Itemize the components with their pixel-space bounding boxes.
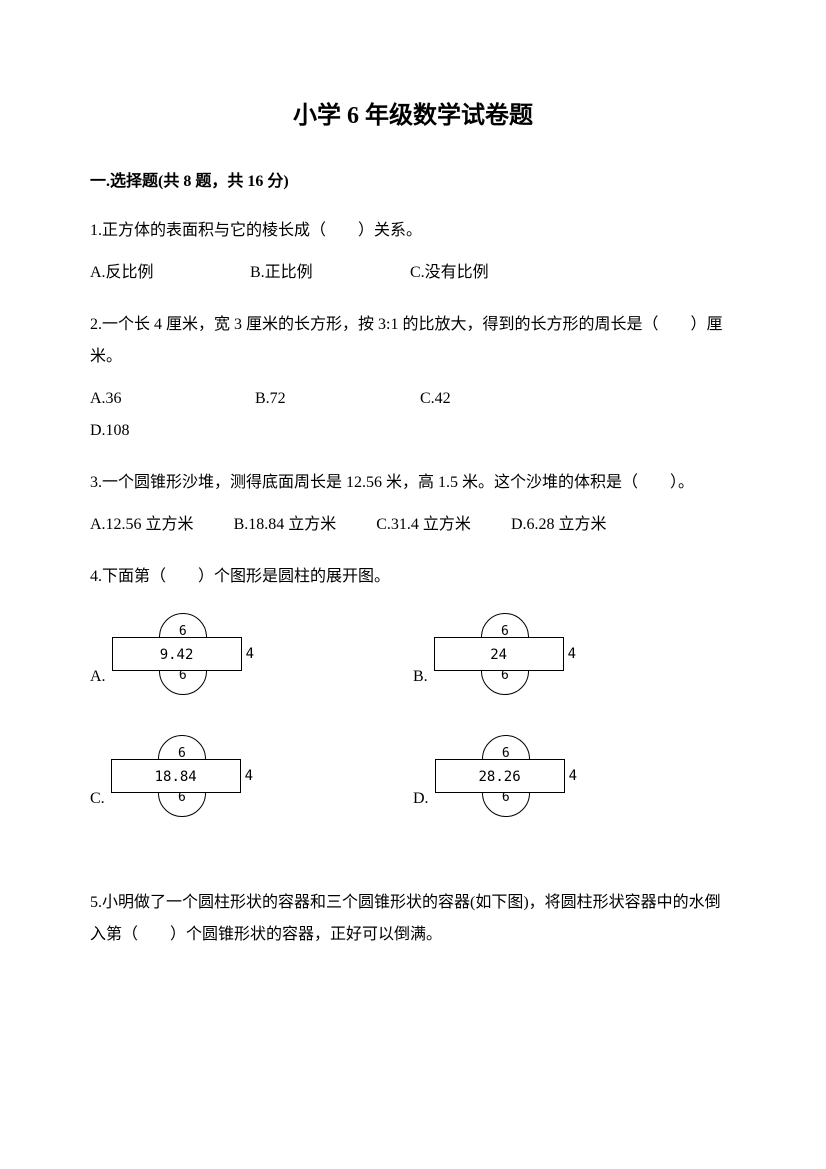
q4-diagram-a: A. 6 9.42 4 6 xyxy=(90,613,413,695)
q3-text: 3.一个圆锥形沙堆，测得底面周长是 12.56 米，高 1.5 米。这个沙堆的体… xyxy=(90,467,736,499)
top-circle-icon: 6 xyxy=(482,735,530,759)
top-circle-icon: 6 xyxy=(481,613,529,637)
q4-diagram-b: B. 6 24 4 6 xyxy=(413,613,736,695)
question-2: 2.一个长 4 厘米，宽 3 厘米的长方形，按 3:1 的比放大，得到的长方形的… xyxy=(90,309,736,447)
question-1: 1.正方体的表面积与它的棱长成（ ）关系。 A.反比例 B.正比例 C.没有比例 xyxy=(90,215,736,289)
q4-diagram-d: D. 6 28.26 4 6 xyxy=(413,735,736,817)
page-title: 小学 6 年级数学试卷题 xyxy=(90,95,736,138)
q1-option-b: B.正比例 xyxy=(250,257,400,289)
q5-text: 5.小明做了一个圆柱形状的容器和三个圆锥形状的容器(如下图)，将圆柱形状容器中的… xyxy=(90,887,736,951)
q4-label-c: C. xyxy=(90,783,105,815)
rect-icon: 24 xyxy=(434,637,564,671)
height-label: 4 xyxy=(246,640,254,668)
question-5: 5.小明做了一个圆柱形状的容器和三个圆锥形状的容器(如下图)，将圆柱形状容器中的… xyxy=(90,887,736,951)
rect-icon: 9.42 xyxy=(112,637,242,671)
q4-text: 4.下面第（ ）个图形是圆柱的展开图。 xyxy=(90,561,736,593)
top-circle-icon: 6 xyxy=(159,613,207,637)
height-label: 4 xyxy=(568,640,576,668)
height-label: 4 xyxy=(245,762,253,790)
section-1-header: 一.选择题(共 8 题，共 16 分) xyxy=(90,168,736,197)
question-3: 3.一个圆锥形沙堆，测得底面周长是 12.56 米，高 1.5 米。这个沙堆的体… xyxy=(90,467,736,541)
bottom-circle-icon: 6 xyxy=(481,671,529,695)
q2-option-b: B.72 xyxy=(255,383,410,415)
q3-option-c: C.31.4 立方米 xyxy=(376,509,471,541)
q4-diagram-grid: A. 6 9.42 4 6 xyxy=(90,613,736,857)
bottom-circle-icon: 6 xyxy=(158,793,206,817)
q4-diagram-c: C. 6 18.84 4 6 xyxy=(90,735,413,817)
q1-option-a: A.反比例 xyxy=(90,257,240,289)
q1-text: 1.正方体的表面积与它的棱长成（ ）关系。 xyxy=(90,215,736,247)
bottom-circle-icon: 6 xyxy=(482,793,530,817)
question-4: 4.下面第（ ）个图形是圆柱的展开图。 A. 6 9.42 4 xyxy=(90,561,736,857)
bottom-circle-icon: 6 xyxy=(159,671,207,695)
q3-option-d: D.6.28 立方米 xyxy=(511,509,607,541)
rect-icon: 28.26 xyxy=(435,759,565,793)
q2-options: A.36 B.72 C.42 D.108 xyxy=(90,383,736,447)
q2-option-c: C.42 xyxy=(420,383,575,415)
q3-option-b: B.18.84 立方米 xyxy=(234,509,337,541)
top-circle-icon: 6 xyxy=(158,735,206,759)
q3-options: A.12.56 立方米 B.18.84 立方米 C.31.4 立方米 D.6.2… xyxy=(90,509,736,541)
q4-label-a: A. xyxy=(90,661,106,693)
q1-options: A.反比例 B.正比例 C.没有比例 xyxy=(90,257,736,289)
rect-icon: 18.84 xyxy=(111,759,241,793)
q1-option-c: C.没有比例 xyxy=(410,257,560,289)
q4-label-b: B. xyxy=(413,661,428,693)
q4-label-d: D. xyxy=(413,783,429,815)
q2-option-a: A.36 xyxy=(90,383,245,415)
height-label: 4 xyxy=(569,762,577,790)
q3-option-a: A.12.56 立方米 xyxy=(90,509,194,541)
q2-text: 2.一个长 4 厘米，宽 3 厘米的长方形，按 3:1 的比放大，得到的长方形的… xyxy=(90,309,736,373)
q2-option-d: D.108 xyxy=(90,415,245,447)
